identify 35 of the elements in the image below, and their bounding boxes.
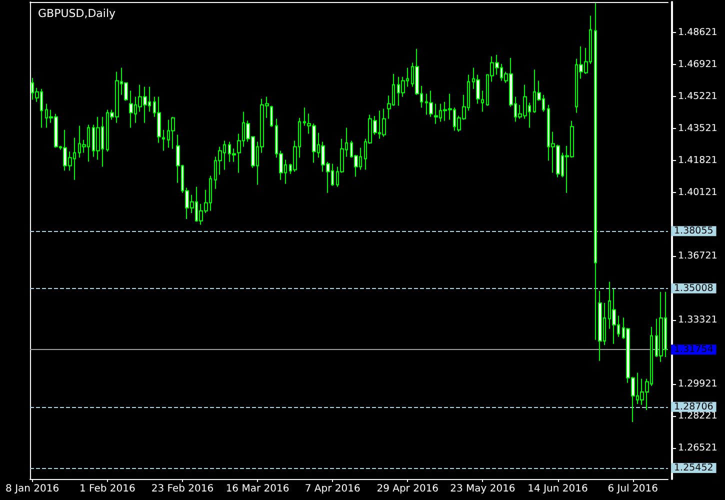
candlestick [481, 90, 484, 112]
x-tick-label: 1 Feb 2016 [79, 484, 136, 494]
ref-line-label: 1.31754 [674, 344, 714, 356]
x-tick-label: 16 Mar 2016 [226, 484, 290, 494]
x-tick-label: 6 Jul 2016 [608, 484, 658, 494]
x-tick-label: 14 Jun 2016 [528, 484, 588, 494]
x-tick-label: 23 Feb 2016 [151, 484, 214, 494]
candlestick [429, 90, 433, 118]
y-tick-label: 1.48621 [678, 26, 718, 38]
candlestick [659, 291, 663, 362]
y-tick-label: 1.26521 [678, 442, 718, 454]
y-tick-label: 1.28221 [678, 410, 718, 422]
candlestick [129, 90, 133, 128]
x-tick-label: 29 Apr 2016 [376, 484, 439, 494]
candlestick [303, 107, 306, 126]
y-tick-label: 1.41821 [678, 154, 718, 166]
y-tick-label: 1.45221 [678, 90, 718, 102]
x-tick-label: 23 May 2016 [450, 484, 516, 494]
y-tick-label: 1.43521 [678, 122, 718, 134]
x-tick-label: 7 Apr 2016 [304, 484, 360, 494]
ref-line-label: 1.35008 [674, 282, 714, 294]
x-tick-label: 8 Jan 2016 [6, 484, 60, 494]
text: GBPUSD,Daily [38, 7, 116, 20]
y-tick-label: 1.36721 [678, 250, 718, 262]
candlestick [598, 290, 602, 362]
y-tick-label: 1.33321 [678, 314, 718, 326]
candlestick [171, 116, 175, 150]
ref-line-label: 1.38055 [674, 226, 714, 237]
candlestick [434, 103, 438, 124]
y-tick-label: 1.29921 [678, 378, 718, 390]
candlestick [382, 108, 386, 138]
y-tick-label: 1.40121 [678, 186, 718, 198]
ref-line-label: 1.25452 [674, 462, 714, 474]
y-tick-label: 1.46921 [678, 58, 718, 70]
ref-line-label: 1.28706 [674, 401, 714, 412]
